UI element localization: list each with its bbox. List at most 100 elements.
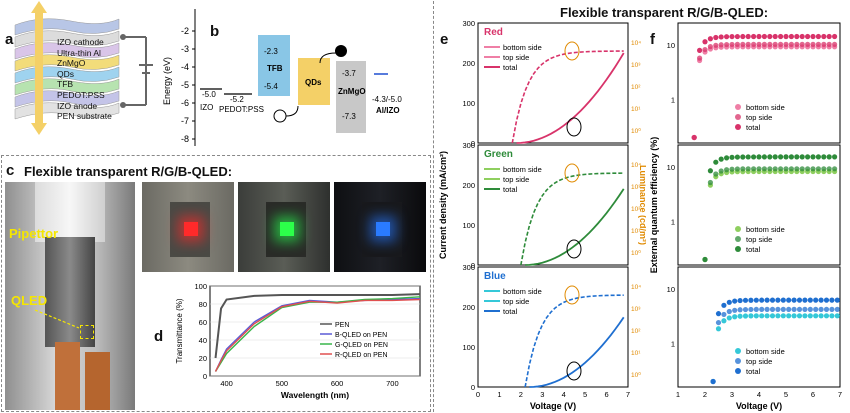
d-series-line bbox=[214, 298, 421, 372]
f-data-point bbox=[794, 33, 800, 40]
tfb-top: -2.3 bbox=[264, 47, 278, 56]
f-xtick: 2 bbox=[703, 390, 707, 399]
f-data-point bbox=[783, 166, 789, 172]
f-data-point bbox=[759, 297, 765, 303]
e-ylabel-left: Current density (mA/cm²) bbox=[438, 151, 448, 259]
f-data-point bbox=[702, 256, 708, 263]
al-izo-name: Al/IZO bbox=[376, 106, 400, 115]
f-data-point bbox=[748, 297, 754, 303]
f-xtick: 3 bbox=[730, 390, 734, 399]
pedot-name: PEDOT:PSS bbox=[219, 105, 264, 114]
pipettor-label: Pipettor bbox=[9, 226, 59, 241]
e-ylabel-right: Luminance (cd/m²) bbox=[638, 165, 646, 245]
f-xlabel: Voltage (V) bbox=[736, 401, 782, 411]
f-data-point bbox=[697, 47, 703, 53]
f-data-point bbox=[713, 159, 719, 165]
e-xtick: 2 bbox=[519, 390, 523, 399]
f-data-point bbox=[821, 33, 827, 40]
e-right-tick: 10² bbox=[631, 328, 641, 335]
f-data-point bbox=[815, 41, 821, 47]
f-data-point bbox=[759, 313, 765, 319]
f-data-point bbox=[721, 311, 727, 318]
f-data-point bbox=[748, 306, 754, 313]
f-data-point bbox=[769, 297, 776, 303]
f-data-point bbox=[769, 313, 776, 319]
e-right-tick: 10² bbox=[631, 84, 641, 91]
f-data-point bbox=[775, 306, 781, 312]
f-data-point bbox=[810, 33, 816, 40]
d-series-line bbox=[214, 296, 421, 372]
e-ytick: 0 bbox=[471, 261, 475, 270]
layer-label: TFB bbox=[57, 79, 74, 90]
f-ytick: 10 bbox=[667, 41, 675, 50]
f-data-point bbox=[788, 154, 794, 160]
b-ytick: -5 bbox=[181, 80, 189, 90]
e-ytick: 300 bbox=[462, 263, 475, 272]
f-ytick: 1 bbox=[671, 339, 675, 348]
panel-a-label: a bbox=[5, 31, 14, 48]
e-legend-entry: bottom side bbox=[503, 287, 542, 296]
panel-a: a IZO cathode Ultra-thin Al ZnMgO QDs TFB PED… bbox=[1, 1, 159, 151]
f-data-point bbox=[786, 313, 792, 319]
znmgo-bottom: -7.3 bbox=[342, 112, 356, 121]
f-legend-entry: top side bbox=[746, 357, 772, 366]
f-data-point bbox=[729, 33, 735, 40]
e-right-tick: 10² bbox=[631, 206, 641, 213]
f-data-point bbox=[791, 313, 797, 319]
e-ytick: 300 bbox=[462, 19, 475, 28]
f-data-point bbox=[713, 171, 719, 177]
f-data-point bbox=[815, 154, 821, 160]
f-data-point bbox=[818, 297, 824, 303]
f-data-point bbox=[796, 313, 803, 319]
pedot-value: -5.2 bbox=[230, 95, 244, 104]
f-legend-entry: total bbox=[746, 245, 761, 254]
e-annotation-ellipse bbox=[566, 117, 582, 137]
f-data-point bbox=[775, 297, 781, 303]
f-data-point bbox=[772, 166, 778, 172]
f-data-point bbox=[815, 166, 821, 172]
f-data-point bbox=[799, 41, 805, 47]
f-data-point bbox=[753, 306, 759, 313]
f-data-point bbox=[715, 311, 722, 317]
f-data-point bbox=[826, 166, 832, 172]
f-data-point bbox=[802, 297, 808, 303]
e-right-tick: 10³ bbox=[631, 306, 641, 313]
znmgo-band bbox=[336, 61, 366, 133]
qds-name: QDs bbox=[305, 78, 322, 87]
panel-e-label: e bbox=[440, 31, 449, 48]
f-data-point bbox=[832, 166, 838, 172]
f-data-point bbox=[767, 166, 773, 172]
d-xtick: 400 bbox=[220, 379, 233, 388]
f-data-point bbox=[732, 298, 738, 304]
f-data-point bbox=[799, 166, 805, 172]
f-data-point bbox=[718, 156, 724, 162]
panel-c: c Flexible transparent R/G/B-QLED: Pipet… bbox=[1, 155, 431, 412]
layer-label: IZO anode bbox=[57, 100, 98, 111]
f-data-point bbox=[756, 41, 762, 47]
f-data-point bbox=[810, 41, 816, 47]
f-data-point bbox=[788, 33, 794, 40]
f-data-point bbox=[796, 297, 803, 303]
f-xtick: 6 bbox=[811, 390, 815, 399]
f-data-point bbox=[715, 319, 722, 326]
f-data-point bbox=[726, 299, 732, 305]
f-data-point bbox=[794, 41, 800, 47]
f-ylabel: External quantum efficiency (%) bbox=[649, 137, 659, 274]
layer-label: ZnMgO bbox=[57, 58, 86, 69]
d-legend-entry: G-QLED on PEN bbox=[335, 342, 388, 349]
red-qled-photo bbox=[142, 182, 234, 272]
f-data-point bbox=[726, 315, 732, 321]
f-data-point bbox=[778, 154, 784, 160]
f-data-point bbox=[829, 313, 835, 319]
f-data-point bbox=[788, 41, 794, 47]
panel-d-label: d bbox=[154, 328, 164, 345]
f-ytick: 10 bbox=[667, 285, 675, 294]
f-legend-entry: bottom side bbox=[746, 225, 785, 234]
f-data-point bbox=[772, 33, 778, 40]
f-data-point bbox=[764, 306, 770, 312]
f-data-point bbox=[821, 154, 827, 160]
e-xtick: 5 bbox=[583, 390, 587, 399]
f-ytick: 10 bbox=[667, 163, 675, 172]
e-xtick: 0 bbox=[476, 390, 480, 399]
